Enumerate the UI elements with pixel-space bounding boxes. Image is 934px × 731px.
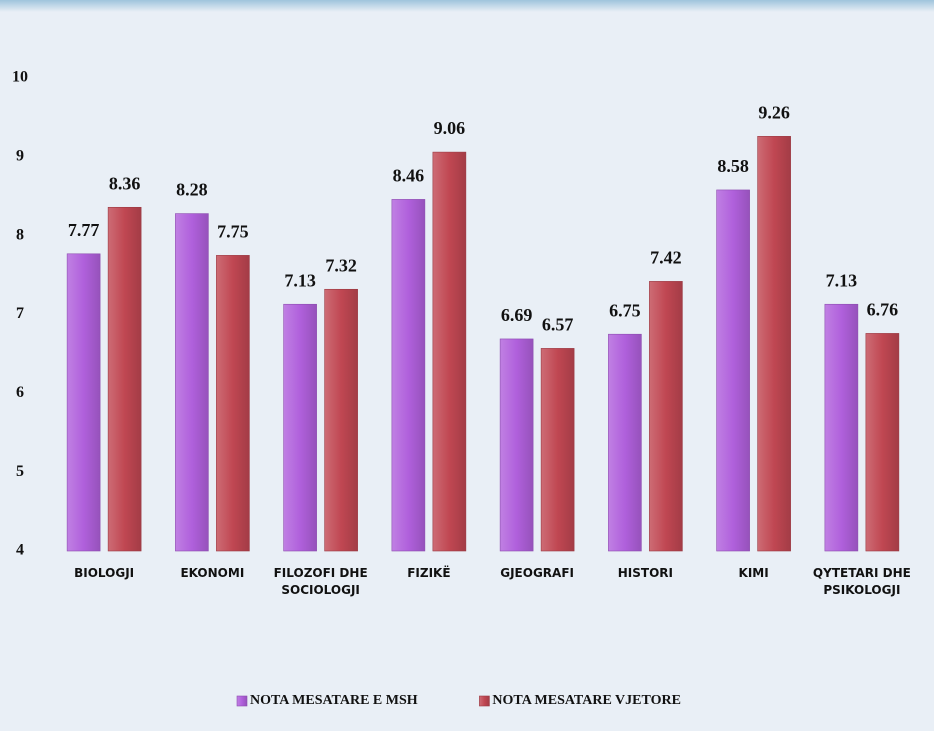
value-label: 6.57 [542,315,574,335]
bar [324,288,358,552]
label-line: SOCIOLOGJI [281,583,360,597]
label-line: BIOLOGJI [74,566,134,580]
value-label: 7.42 [650,248,682,268]
bar [107,206,142,552]
label-line: GJEOGRAFI [500,566,574,580]
legend-label: NOTA MESATARE E MSH [250,693,418,708]
label-line: PSIKOLOGJI [823,583,900,597]
x-tick-label: FILOZOFI DHE SOCIOLOGJI [274,566,368,597]
bar [499,338,534,552]
bar [608,333,642,552]
label-line: HISTORI [618,566,673,580]
value-label: 9.06 [434,118,466,138]
value-label: 6.76 [867,300,899,320]
y-tick-label: 6 [16,384,24,401]
value-label: 8.58 [717,156,749,176]
y-tick-label: 4 [16,542,24,559]
value-label: 6.75 [609,300,641,320]
legend-label: NOTA MESATARE VJETORE [492,693,681,708]
bar [824,303,859,552]
value-label: 7.75 [217,222,249,242]
legend-swatch [236,695,248,707]
x-tick-label: HISTORI [618,566,673,580]
bar [216,255,250,552]
bar [649,281,683,552]
label-line: QYTETARI DHE [813,566,911,580]
x-tick-label: QYTETARI DHE PSIKOLOGJI [813,566,911,597]
label-line: FIZIKË [407,565,450,580]
x-tick-label: BIOLOGJI [74,566,134,580]
value-label: 7.13 [284,270,316,290]
value-label: 9.26 [758,102,790,122]
value-label: 7.32 [325,255,357,275]
bar [175,213,209,552]
label-line: KIMI [739,566,769,580]
bar [283,303,317,552]
bar [757,136,791,552]
x-tick-label: FIZIKË [407,565,450,580]
value-label: 6.69 [501,305,533,325]
value-label: 7.77 [68,220,100,240]
bar [391,199,426,552]
legend-swatch [479,695,490,707]
bar [865,333,900,552]
x-tick-label: EKONOMI [180,566,244,580]
y-tick-label: 10 [12,69,28,86]
value-label: 8.28 [176,180,208,200]
value-label: 8.36 [109,173,141,193]
label-line: EKONOMI [180,566,244,580]
x-tick-label: GJEOGRAFI [500,566,574,580]
y-tick-label: 7 [16,305,24,322]
value-label: 8.46 [393,166,425,186]
bar [716,189,750,552]
y-tick-label: 8 [16,226,24,243]
top-band [0,0,934,12]
y-tick-label: 5 [16,463,24,480]
value-label: 7.13 [826,270,858,290]
label-line: FILOZOFI DHE [274,566,368,580]
y-tick-label: 9 [16,148,24,165]
x-tick-label: KIMI [739,566,769,580]
bar [66,253,101,552]
bar [540,348,575,552]
bar [432,151,467,552]
